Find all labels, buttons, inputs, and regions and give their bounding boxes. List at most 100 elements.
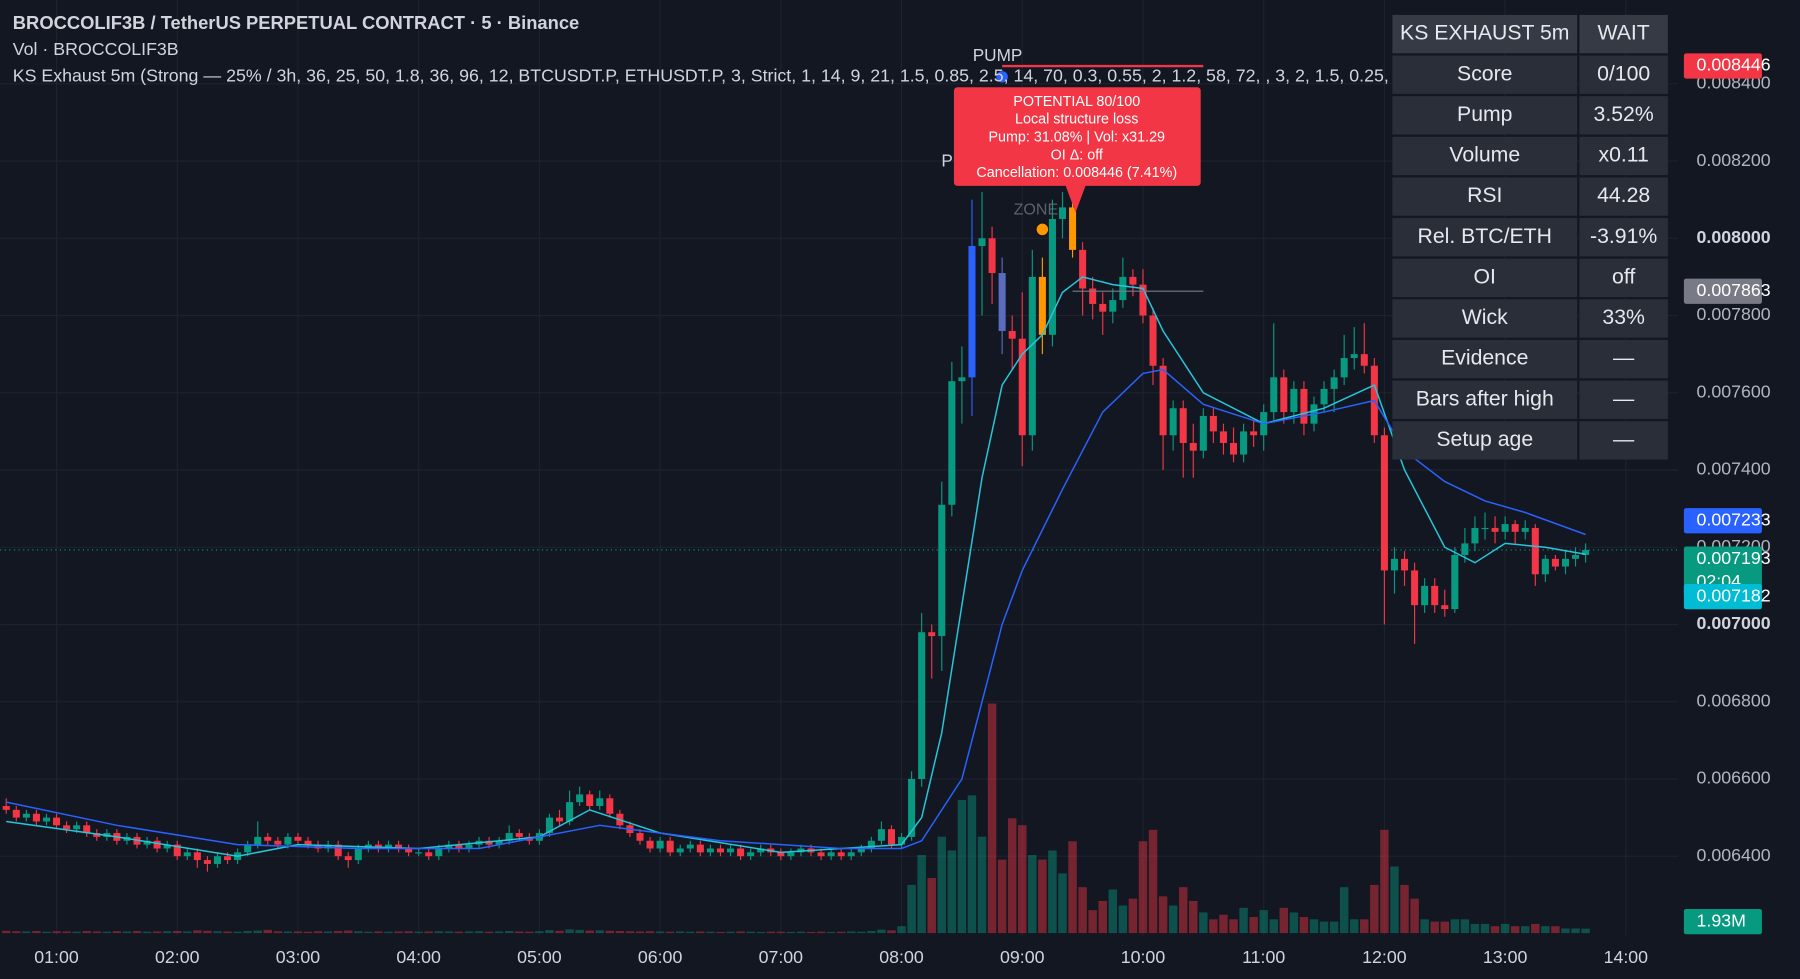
volume-bar — [424, 931, 433, 934]
volume-bar — [1199, 912, 1208, 934]
volume-bar — [1410, 898, 1419, 934]
table-cell — [1392, 136, 1578, 176]
volume-bar — [836, 931, 846, 934]
volume-bar — [1038, 859, 1047, 934]
volume-bar — [132, 931, 142, 934]
candle-body — [53, 817, 61, 826]
volume-bar — [515, 931, 524, 934]
candle-body — [958, 377, 966, 382]
volume-bar — [72, 931, 81, 934]
tooltip-line: Cancellation: 0.008446 (7.41%) — [976, 165, 1177, 181]
price-badge-label: 0.007863 — [1697, 280, 1771, 300]
candle-body — [555, 817, 564, 822]
x-tick-label: 09:00 — [1000, 947, 1045, 967]
candle-body — [445, 844, 453, 849]
volume-bar — [726, 931, 735, 934]
volume-bar — [82, 931, 91, 934]
volume-bar — [32, 931, 41, 934]
volume-bar — [253, 930, 262, 934]
candle-body — [1541, 558, 1549, 575]
table-text: — — [1613, 428, 1635, 451]
volume-bar — [826, 931, 836, 934]
candle-body — [1461, 543, 1469, 555]
candle-body — [485, 840, 493, 845]
candle-body — [1451, 554, 1459, 610]
volume-bar — [696, 931, 705, 934]
volume-bar — [504, 931, 514, 934]
table-cell — [1579, 258, 1668, 298]
volume-bar — [1490, 926, 1500, 934]
volume-bar — [203, 930, 212, 934]
volume-bar — [645, 931, 655, 934]
candle-body — [566, 802, 574, 822]
volume-bar — [1430, 921, 1439, 934]
candle-body — [32, 813, 40, 822]
volume-bar — [283, 931, 293, 934]
volume-bar — [887, 930, 896, 934]
candle-body — [1531, 527, 1539, 575]
table-text: 44.28 — [1597, 184, 1650, 207]
table-text: Pump — [1457, 103, 1512, 126]
x-tick-label: 02:00 — [155, 947, 200, 967]
candle-body — [1290, 388, 1298, 413]
x-tick-label: 04:00 — [396, 947, 441, 967]
volume-bar — [1098, 900, 1107, 934]
volume-bar — [1168, 905, 1178, 934]
candle-body — [274, 840, 282, 845]
table-text: — — [1613, 347, 1635, 370]
candle-body — [747, 852, 755, 857]
candle-body — [1582, 549, 1590, 555]
volume-bar — [746, 931, 755, 934]
volume-bar — [1480, 923, 1490, 934]
table-text: OI — [1474, 265, 1496, 288]
volume-bar — [977, 836, 987, 934]
x-tick-label: 06:00 — [638, 947, 683, 967]
volume-bar — [474, 931, 484, 934]
candle-body — [153, 840, 161, 849]
candle-body — [1471, 527, 1479, 544]
table-cell — [1392, 339, 1578, 379]
volume-bar — [786, 931, 796, 934]
volume-bar — [1128, 898, 1138, 934]
volume-bar — [1500, 923, 1510, 934]
candle-body — [73, 825, 81, 830]
candle-body — [465, 844, 473, 849]
table-text: 33% — [1602, 306, 1645, 329]
y-tick-label: 0.007000 — [1697, 613, 1771, 633]
table-text: Volume — [1449, 144, 1520, 167]
volume-bar — [847, 931, 856, 934]
candle-body — [63, 825, 71, 830]
table-text: off — [1612, 265, 1635, 288]
candle-body — [787, 852, 795, 857]
volume-bar — [625, 931, 635, 934]
candle-body — [324, 844, 332, 849]
volume-legend: Vol · BROCCOLIF3B — [13, 39, 179, 59]
candle-body — [737, 848, 745, 857]
volume-bar — [1018, 825, 1027, 934]
volume-bar — [555, 930, 564, 934]
volume-bar — [313, 931, 323, 934]
candle-body — [978, 238, 986, 247]
candle-body — [1159, 365, 1167, 436]
candle-body — [1521, 527, 1529, 532]
volume-bar — [1470, 923, 1480, 934]
candle-body — [1099, 303, 1107, 312]
candle-body — [1139, 284, 1147, 316]
candle-body — [968, 246, 976, 378]
volume-bar — [52, 931, 61, 934]
volume-bar — [384, 931, 393, 934]
volume-bar — [1249, 917, 1258, 934]
volume-bar — [1299, 917, 1309, 934]
volume-bar — [1078, 887, 1087, 934]
signal-marker — [1036, 223, 1049, 236]
volume-bar — [484, 931, 494, 934]
candle-body — [1300, 388, 1308, 424]
candle-body — [294, 836, 302, 841]
candle-body — [636, 833, 644, 841]
volume-bar — [756, 931, 765, 934]
table-text: Score — [1457, 62, 1512, 85]
tooltip-arrow — [1065, 184, 1086, 213]
candle-body — [254, 836, 262, 845]
table-cell — [1392, 218, 1578, 257]
